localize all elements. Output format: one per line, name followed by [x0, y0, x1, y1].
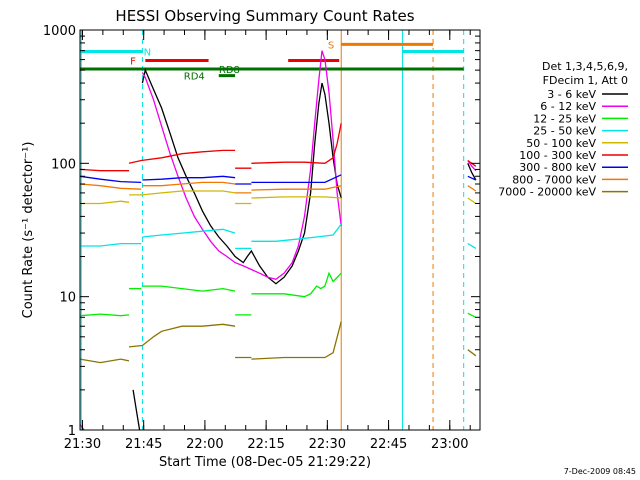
series-line	[142, 175, 236, 181]
series-line	[467, 197, 477, 205]
axes: 1 10 100 1000 21:30 21:45 22:00 22:15 22:30 22:45…	[43, 24, 480, 452]
x-tick-label: 22:00	[186, 437, 223, 452]
flag-label-s: S	[328, 40, 334, 51]
series-line	[467, 163, 477, 181]
series-line	[251, 223, 342, 242]
plot-content: N S F RD8 RD4	[79, 30, 477, 431]
series-line	[128, 323, 236, 348]
flag-label-rd4: RD4	[184, 72, 205, 83]
legend-entry-label: 300 - 800 keV	[519, 161, 596, 174]
series-line	[467, 312, 477, 318]
series-line	[467, 243, 477, 249]
legend-header-line-1: Det 1,3,4,5,6,9,	[542, 60, 628, 73]
flag-label-rd8: RD8	[219, 65, 240, 76]
legend-header-line-2: FDecim 1, Att 0	[543, 74, 628, 87]
series-line	[128, 149, 236, 164]
x-tick-label: 22:30	[309, 437, 346, 452]
series-line	[80, 242, 142, 247]
legend-entry-label: 100 - 300 keV	[519, 149, 596, 162]
series-line	[251, 321, 342, 360]
series-line	[79, 183, 142, 190]
flag-label-n: N	[144, 47, 151, 58]
legend: Det 1,3,4,5,6,9, FDecim 1, Att 0 3 - 6 k…	[498, 60, 628, 199]
x-tick-label: 22:15	[247, 437, 284, 452]
legend-entry-label: 6 - 12 keV	[540, 100, 596, 113]
series-line	[132, 389, 141, 431]
series-line	[467, 349, 477, 357]
y-tick-label: 1	[68, 424, 76, 439]
legend-entry-label: 7000 - 20000 keV	[498, 186, 596, 199]
series-line	[79, 175, 142, 184]
series-line	[80, 200, 130, 205]
series-line	[129, 190, 236, 196]
series-line	[79, 313, 130, 317]
flag-label-f: F	[130, 57, 136, 68]
x-tick-label: 22:45	[370, 437, 407, 452]
series-line	[142, 285, 236, 292]
chart-title: HESSI Observing Summary Count Rates	[115, 7, 414, 25]
y-axis-label: Count Rate (s⁻¹ detector⁻¹)	[21, 142, 36, 319]
x-axis-label: Start Time (08-Dec-05 21:29:22)	[159, 455, 371, 470]
series-line	[251, 196, 342, 199]
series-line	[467, 185, 477, 192]
series-line	[251, 271, 342, 298]
footer-date: 7-Dec-2009 08:45	[564, 467, 636, 476]
plot-frame	[79, 29, 481, 431]
x-tick-label: 21:45	[125, 437, 162, 452]
series-line	[142, 181, 236, 187]
y-tick-label: 10	[59, 291, 76, 306]
x-tick-label: 21:30	[64, 437, 101, 452]
series-line	[467, 175, 477, 181]
legend-entry-label: 12 - 25 keV	[533, 112, 596, 125]
legend-entry-label: 25 - 50 keV	[533, 125, 596, 138]
series-line	[251, 185, 342, 191]
series-line	[142, 228, 236, 238]
series-line	[141, 50, 342, 281]
series-line	[251, 174, 342, 184]
y-tick-label: 1000	[43, 24, 76, 39]
series-line	[79, 358, 130, 364]
legend-entry-label: 3 - 6 keV	[547, 88, 596, 101]
series-line	[79, 168, 129, 172]
series-line	[251, 123, 342, 164]
series-line	[467, 160, 477, 172]
x-tick-label: 23:00	[431, 437, 468, 452]
y-tick-label: 100	[51, 157, 76, 172]
series-line	[141, 67, 342, 285]
legend-entry-label: 50 - 100 keV	[526, 137, 596, 150]
legend-entry-label: 800 - 7000 keV	[512, 173, 596, 186]
